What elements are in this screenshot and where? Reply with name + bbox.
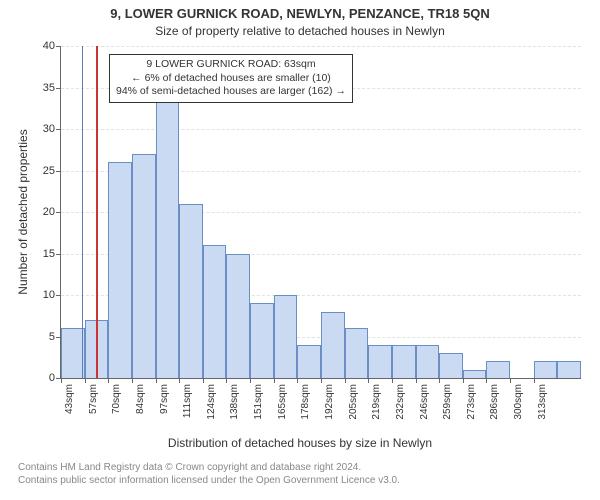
histogram-bar [368,345,392,378]
annotation-line2: ← 6% of detached houses are smaller (10) [116,72,346,86]
x-tick-mark [534,378,535,383]
chart-subtitle: Size of property relative to detached ho… [0,24,600,38]
histogram-bar [416,345,440,378]
histogram-bar [345,328,369,378]
x-tick-label: 259sqm [442,384,453,420]
x-tick-label: 300sqm [513,384,524,420]
x-tick-label: 43sqm [64,384,75,414]
x-tick-mark [156,378,157,383]
histogram-bar [321,312,345,378]
x-tick-label: 232sqm [395,384,406,420]
x-tick-mark [250,378,251,383]
x-tick-mark [510,378,511,383]
credits-line1: Contains HM Land Registry data © Crown c… [18,462,400,475]
y-tick-label: 40 [43,40,55,52]
x-tick-label: 192sqm [324,384,335,420]
x-tick-label: 111sqm [182,384,193,418]
x-tick-label: 178sqm [300,384,311,420]
histogram-bar [226,254,250,379]
x-tick-mark [132,378,133,383]
x-tick-label: 165sqm [277,384,288,420]
x-tick-label: 84sqm [135,384,146,414]
histogram-bar [156,96,180,378]
x-tick-label: 219sqm [371,384,382,420]
histogram-bar [463,370,487,378]
x-tick-label: 286sqm [489,384,500,420]
x-tick-label: 205sqm [348,384,359,420]
credits-line2: Contains public sector information licen… [18,475,400,488]
x-tick-mark [297,378,298,383]
y-tick-label: 35 [43,82,55,94]
x-tick-label: 313sqm [537,384,548,420]
histogram-bar [392,345,416,378]
histogram-bar [203,245,227,378]
x-tick-label: 246sqm [419,384,430,420]
y-tick-mark [56,88,61,89]
reference-line [96,46,98,378]
x-tick-mark [439,378,440,383]
x-tick-mark [203,378,204,383]
x-tick-mark [392,378,393,383]
x-tick-mark [345,378,346,383]
y-tick-label: 25 [43,165,55,177]
x-tick-mark [179,378,180,383]
x-axis-label: Distribution of detached houses by size … [0,436,600,450]
x-tick-label: 57sqm [88,384,99,414]
y-tick-label: 30 [43,123,55,135]
y-tick-mark [56,171,61,172]
x-tick-mark [108,378,109,383]
credits: Contains HM Land Registry data © Crown c… [18,462,400,487]
chart-title: 9, LOWER GURNICK ROAD, NEWLYN, PENZANCE,… [0,6,600,21]
x-tick-label: 273sqm [466,384,477,420]
histogram-bar [534,361,558,378]
x-tick-mark [486,378,487,383]
x-tick-mark [416,378,417,383]
x-tick-label: 97sqm [159,384,170,414]
y-tick-mark [56,129,61,130]
chart-container: 9, LOWER GURNICK ROAD, NEWLYN, PENZANCE,… [0,0,600,500]
x-tick-mark [321,378,322,383]
histogram-bar [250,303,274,378]
y-tick-label: 20 [43,206,55,218]
grid-line [61,46,581,47]
x-tick-mark [463,378,464,383]
x-tick-mark [85,378,86,383]
x-tick-mark [368,378,369,383]
histogram-bar [557,361,581,378]
x-tick-label: 70sqm [111,384,122,414]
histogram-bar [274,295,298,378]
x-tick-mark [226,378,227,383]
histogram-bar [179,204,203,378]
y-tick-mark [56,295,61,296]
histogram-bar [108,162,132,378]
x-tick-label: 138sqm [229,384,240,420]
y-tick-label: 10 [43,289,55,301]
reference-line [82,46,83,378]
plot-area: 051015202530354043sqm57sqm70sqm84sqm97sq… [60,46,581,379]
histogram-bar [439,353,463,378]
x-tick-mark [274,378,275,383]
x-tick-label: 151sqm [253,384,264,420]
annotation-line3: 94% of semi-detached houses are larger (… [116,85,346,99]
x-tick-mark [61,378,62,383]
y-tick-mark [56,254,61,255]
annotation-line1: 9 LOWER GURNICK ROAD: 63sqm [116,58,346,72]
y-tick-label: 5 [49,331,55,343]
histogram-bar [486,361,510,378]
y-axis-label: Number of detached properties [16,46,30,378]
grid-line [61,129,581,130]
y-tick-label: 0 [49,372,55,384]
y-tick-mark [56,212,61,213]
x-tick-label: 124sqm [206,384,217,420]
y-tick-mark [56,46,61,47]
histogram-bar [132,154,156,378]
annotation-box: 9 LOWER GURNICK ROAD: 63sqm ← 6% of deta… [109,54,353,103]
y-tick-label: 15 [43,248,55,260]
histogram-bar [297,345,321,378]
